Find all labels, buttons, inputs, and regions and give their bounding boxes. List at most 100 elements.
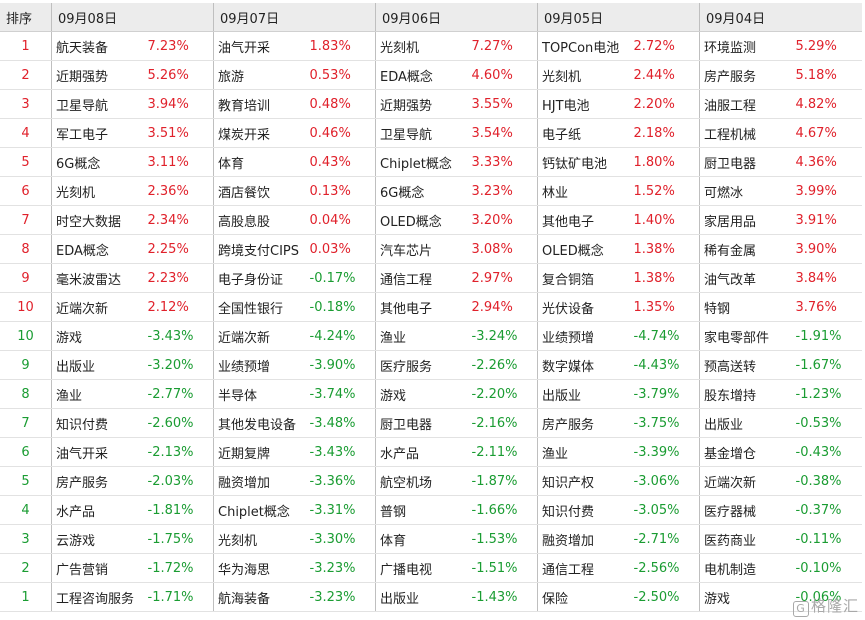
sector-name-cell[interactable]: 知识付费 [537, 495, 631, 525]
sector-name-cell[interactable]: 通信工程 [375, 263, 469, 293]
sector-name-cell[interactable]: 医药商业 [699, 524, 793, 554]
sector-name-cell[interactable]: 环境监测 [699, 31, 793, 61]
sector-name-cell[interactable]: 光伏设备 [537, 292, 631, 322]
sector-name-cell[interactable]: 近期强势 [51, 60, 145, 90]
sector-name-cell[interactable]: 汽车芯片 [375, 234, 469, 264]
sector-name-cell[interactable]: 游戏 [699, 582, 793, 612]
sector-name-cell[interactable]: 电子纸 [537, 118, 631, 148]
sector-name-cell[interactable]: EDA概念 [375, 60, 469, 90]
sector-name-cell[interactable]: 医疗服务 [375, 350, 469, 380]
sector-name-cell[interactable]: 6G概念 [375, 176, 469, 206]
sector-name-cell[interactable]: 融资增加 [537, 524, 631, 554]
sector-name-cell[interactable]: 航天装备 [51, 31, 145, 61]
sector-name-cell[interactable]: OLED概念 [537, 234, 631, 264]
sector-name-cell[interactable]: 其他发电设备 [213, 408, 307, 438]
sector-name-cell[interactable]: 业绩预增 [537, 321, 631, 351]
sector-name-cell[interactable]: 油服工程 [699, 89, 793, 119]
sector-name-cell[interactable]: 光刻机 [537, 60, 631, 90]
sector-name-cell[interactable]: 全国性银行 [213, 292, 307, 322]
sector-name-cell[interactable]: 游戏 [375, 379, 469, 409]
sector-name-cell[interactable]: 广播电视 [375, 553, 469, 583]
sector-name-cell[interactable]: 近期强势 [375, 89, 469, 119]
sector-name-cell[interactable]: 出版业 [375, 582, 469, 612]
sector-name-cell[interactable]: 基金增仓 [699, 437, 793, 467]
sector-name-cell[interactable]: 广告营销 [51, 553, 145, 583]
sector-name-cell[interactable]: 光刻机 [51, 176, 145, 206]
sector-name-cell[interactable]: 普钢 [375, 495, 469, 525]
sector-name-cell[interactable]: Chiplet概念 [375, 147, 469, 177]
sector-name-cell[interactable]: 房产服务 [51, 466, 145, 496]
sector-name-cell[interactable]: 卫星导航 [375, 118, 469, 148]
sector-name-cell[interactable]: 渔业 [537, 437, 631, 467]
sector-name-cell[interactable]: 房产服务 [699, 60, 793, 90]
sector-name-cell[interactable]: 渔业 [375, 321, 469, 351]
sector-name-cell[interactable]: 游戏 [51, 321, 145, 351]
sector-name-cell[interactable]: 电子身份证 [213, 263, 307, 293]
sector-name-cell[interactable]: 可燃冰 [699, 176, 793, 206]
sector-name-cell[interactable]: 家电零部件 [699, 321, 793, 351]
sector-name-cell[interactable]: 融资增加 [213, 466, 307, 496]
sector-name-cell[interactable]: 近期复牌 [213, 437, 307, 467]
sector-name-cell[interactable]: 医疗器械 [699, 495, 793, 525]
sector-name-cell[interactable]: OLED概念 [375, 205, 469, 235]
sector-name-cell[interactable]: 水产品 [375, 437, 469, 467]
sector-name-cell[interactable]: 体育 [375, 524, 469, 554]
sector-name-cell[interactable]: 光刻机 [213, 524, 307, 554]
sector-name-cell[interactable]: 体育 [213, 147, 307, 177]
sector-name-cell[interactable]: 工程机械 [699, 118, 793, 148]
sector-name-cell[interactable]: 云游戏 [51, 524, 145, 554]
sector-name-cell[interactable]: Chiplet概念 [213, 495, 307, 525]
sector-name-cell[interactable]: 毫米波雷达 [51, 263, 145, 293]
sector-name-cell[interactable]: 复合铜箔 [537, 263, 631, 293]
sector-name-cell[interactable]: 出版业 [699, 408, 793, 438]
date-header-2[interactable]: 09月06日 [375, 3, 538, 32]
sector-name-cell[interactable]: 航空机场 [375, 466, 469, 496]
sector-name-cell[interactable]: 油气改革 [699, 263, 793, 293]
sector-name-cell[interactable]: 其他电子 [375, 292, 469, 322]
sector-name-cell[interactable]: 军工电子 [51, 118, 145, 148]
sector-name-cell[interactable]: 业绩预增 [213, 350, 307, 380]
sector-name-cell[interactable]: 厨卫电器 [375, 408, 469, 438]
date-header-3[interactable]: 09月05日 [537, 3, 700, 32]
sector-name-cell[interactable]: 教育培训 [213, 89, 307, 119]
sector-name-cell[interactable]: 航海装备 [213, 582, 307, 612]
sector-name-cell[interactable]: EDA概念 [51, 234, 145, 264]
sector-name-cell[interactable]: 其他电子 [537, 205, 631, 235]
sector-name-cell[interactable]: 知识付费 [51, 408, 145, 438]
date-header-0[interactable]: 09月08日 [51, 3, 214, 32]
sector-name-cell[interactable]: 近端次新 [213, 321, 307, 351]
sector-name-cell[interactable]: 出版业 [537, 379, 631, 409]
sector-name-cell[interactable]: 钙钛矿电池 [537, 147, 631, 177]
sector-name-cell[interactable]: 房产服务 [537, 408, 631, 438]
sector-name-cell[interactable]: 水产品 [51, 495, 145, 525]
sector-name-cell[interactable]: 卫星导航 [51, 89, 145, 119]
sector-name-cell[interactable]: 跨境支付CIPS [213, 234, 307, 264]
sector-name-cell[interactable]: 出版业 [51, 350, 145, 380]
sector-name-cell[interactable]: 家居用品 [699, 205, 793, 235]
sector-name-cell[interactable]: 保险 [537, 582, 631, 612]
sector-name-cell[interactable]: 旅游 [213, 60, 307, 90]
sector-name-cell[interactable]: 知识产权 [537, 466, 631, 496]
sector-name-cell[interactable]: 股东增持 [699, 379, 793, 409]
sector-name-cell[interactable]: 特钢 [699, 292, 793, 322]
sector-name-cell[interactable]: 高股息股 [213, 205, 307, 235]
sector-name-cell[interactable]: 华为海思 [213, 553, 307, 583]
sector-name-cell[interactable]: 近端次新 [699, 466, 793, 496]
sector-name-cell[interactable]: 酒店餐饮 [213, 176, 307, 206]
sector-name-cell[interactable]: 6G概念 [51, 147, 145, 177]
sector-name-cell[interactable]: 厨卫电器 [699, 147, 793, 177]
sector-name-cell[interactable]: TOPCon电池 [537, 31, 631, 61]
sector-name-cell[interactable]: 工程咨询服务 [51, 582, 145, 612]
sector-name-cell[interactable]: 数字媒体 [537, 350, 631, 380]
sector-name-cell[interactable]: 林业 [537, 176, 631, 206]
sector-name-cell[interactable]: HJT电池 [537, 89, 631, 119]
sector-name-cell[interactable]: 光刻机 [375, 31, 469, 61]
sector-name-cell[interactable]: 油气开采 [213, 31, 307, 61]
sector-name-cell[interactable]: 煤炭开采 [213, 118, 307, 148]
sector-name-cell[interactable]: 通信工程 [537, 553, 631, 583]
sector-name-cell[interactable]: 渔业 [51, 379, 145, 409]
date-header-1[interactable]: 09月07日 [213, 3, 376, 32]
sector-name-cell[interactable]: 稀有金属 [699, 234, 793, 264]
sector-name-cell[interactable]: 电机制造 [699, 553, 793, 583]
sector-name-cell[interactable]: 预高送转 [699, 350, 793, 380]
